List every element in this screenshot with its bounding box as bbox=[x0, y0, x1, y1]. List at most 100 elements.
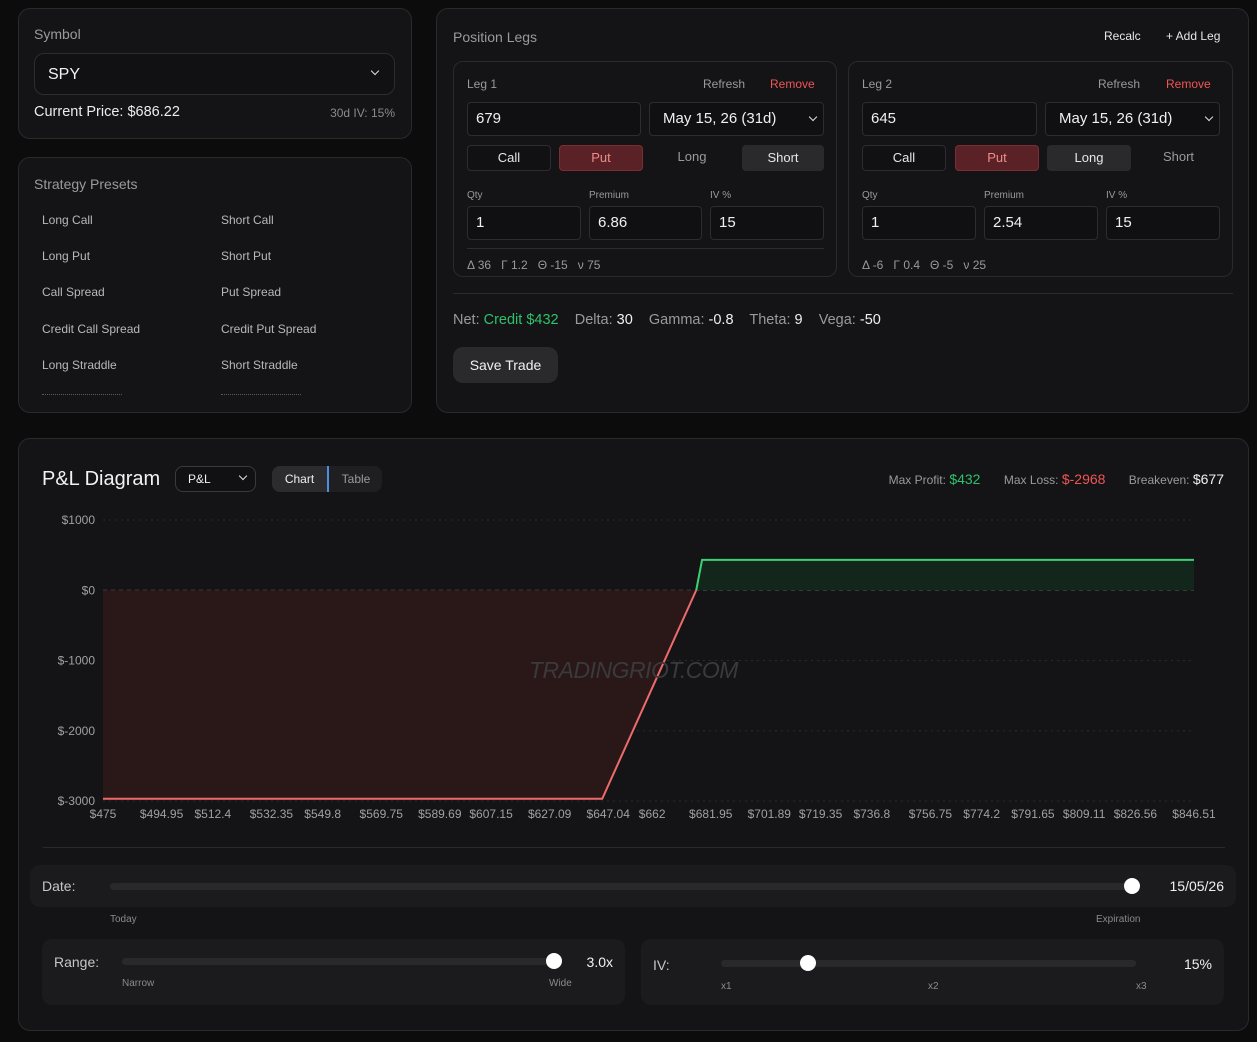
profit-line bbox=[695, 558, 1194, 591]
x-tick-label: $736.8 bbox=[853, 807, 890, 821]
range-min-label: Narrow bbox=[122, 978, 155, 989]
date-slider[interactable] bbox=[110, 883, 1132, 890]
leg-vega: ν 25 bbox=[963, 258, 987, 272]
chart-divider bbox=[43, 847, 1225, 848]
chevron-down-icon bbox=[370, 66, 380, 76]
range-value: 3.0x bbox=[586, 954, 613, 970]
short-toggle[interactable]: Short bbox=[742, 145, 824, 171]
diagram-title: P&L Diagram bbox=[42, 468, 161, 490]
range-slider-handle[interactable] bbox=[546, 953, 562, 969]
refresh-button[interactable]: Refresh bbox=[703, 77, 746, 91]
preset-long-straddle[interactable]: Long Straddle bbox=[42, 358, 117, 372]
date-min-label: Today bbox=[110, 914, 137, 925]
date-label: Date: bbox=[42, 878, 76, 894]
qty-label: Qty bbox=[862, 190, 878, 201]
long-toggle[interactable]: Long bbox=[1047, 145, 1131, 171]
short-toggle[interactable]: Short bbox=[1162, 149, 1195, 164]
put-toggle[interactable]: Put bbox=[559, 145, 643, 171]
date-slider-handle[interactable] bbox=[1124, 878, 1140, 894]
premium-input[interactable]: 2.54 bbox=[984, 206, 1098, 240]
y-tick-label: $-3000 bbox=[58, 794, 96, 808]
symbol-value: SPY bbox=[48, 66, 81, 83]
iv-slider-handle[interactable] bbox=[800, 955, 817, 971]
x-tick-label: $791.65 bbox=[1011, 807, 1055, 821]
put-toggle[interactable]: Put bbox=[955, 145, 1039, 171]
refresh-button[interactable]: Refresh bbox=[1098, 77, 1141, 91]
add-leg-button[interactable]: + Add Leg bbox=[1166, 29, 1221, 43]
leg-card: Leg 2 Refresh Remove 645 May 15, 26 (31d… bbox=[848, 61, 1233, 277]
preset-long-call[interactable]: Long Call bbox=[42, 213, 93, 227]
iv-tick-x3: x3 bbox=[1136, 981, 1147, 992]
delta-label: Delta: bbox=[574, 312, 613, 328]
preset-credit-put-spread[interactable]: Credit Put Spread bbox=[221, 322, 317, 336]
leg-card: Leg 1 Refresh Remove 679 May 15, 26 (31d… bbox=[453, 61, 837, 277]
theta-label: Theta: bbox=[749, 312, 791, 328]
vega-value: -50 bbox=[859, 312, 881, 328]
x-tick-label: $826.56 bbox=[1114, 807, 1158, 821]
strike-input[interactable]: 645 bbox=[862, 102, 1037, 136]
long-toggle[interactable]: Long bbox=[677, 149, 707, 164]
chevron-down-icon bbox=[238, 471, 248, 481]
iv-slider[interactable] bbox=[721, 960, 1136, 967]
iv-input[interactable]: 15 bbox=[710, 206, 824, 240]
preset-short-straddle[interactable]: Short Straddle bbox=[221, 358, 298, 372]
x-tick-label: $809.11 bbox=[1063, 807, 1106, 821]
profit-area bbox=[696, 559, 1194, 591]
current-price-label: Current Price: bbox=[34, 104, 124, 120]
range-control: Range: 3.0x Narrow Wide bbox=[42, 939, 625, 1005]
x-tick-label: $756.75 bbox=[909, 807, 953, 821]
chevron-down-icon bbox=[1204, 112, 1214, 122]
max-loss-label: Max Loss: bbox=[1003, 473, 1059, 487]
recalc-button[interactable]: Recalc bbox=[1104, 29, 1141, 43]
expiry-select[interactable]: May 15, 26 (31d) bbox=[649, 102, 824, 136]
qty-input[interactable]: 1 bbox=[862, 206, 976, 240]
position-summary: Net: Credit $432 Delta: 30 Gamma: -0.8 T… bbox=[453, 312, 881, 328]
pnl-diagram-card: P&L Diagram P&L Chart Table Max Profit: … bbox=[18, 438, 1249, 1031]
x-tick-label: $549.8 bbox=[304, 807, 341, 821]
net-value: Credit $432 bbox=[483, 312, 559, 328]
x-tick-label: $494.95 bbox=[140, 807, 184, 821]
remove-button[interactable]: Remove bbox=[770, 77, 815, 91]
x-tick-label: $846.51 bbox=[1172, 807, 1216, 821]
save-trade-button[interactable]: Save Trade bbox=[453, 347, 558, 383]
chevron-down-icon bbox=[808, 112, 818, 122]
iv-input[interactable]: 15 bbox=[1106, 206, 1220, 240]
summary-divider bbox=[453, 293, 1233, 294]
preset-call-spread[interactable]: Call Spread bbox=[42, 285, 105, 299]
call-toggle[interactable]: Call bbox=[467, 145, 551, 171]
preset-short-call[interactable]: Short Call bbox=[221, 213, 274, 227]
leg-delta: Δ 36 bbox=[467, 258, 492, 272]
position-legs-card: Position Legs Recalc + Add Leg Leg 1 Ref… bbox=[436, 8, 1249, 413]
expiry-select[interactable]: May 15, 26 (31d) bbox=[1045, 102, 1220, 136]
leg-theta: Θ -5 bbox=[930, 258, 954, 272]
symbol-select[interactable]: SPY bbox=[34, 53, 395, 95]
position-legs-title: Position Legs bbox=[453, 29, 538, 45]
leg-gamma: Γ 0.4 bbox=[893, 258, 920, 272]
call-toggle[interactable]: Call bbox=[862, 145, 946, 171]
preset-credit-call-spread[interactable]: Credit Call Spread bbox=[42, 322, 141, 336]
qty-input[interactable]: 1 bbox=[467, 206, 581, 240]
theta-value: 9 bbox=[794, 312, 803, 328]
presets-card: Strategy Presets Long Call Short Call Lo… bbox=[18, 157, 412, 413]
premium-input[interactable]: 6.86 bbox=[589, 206, 702, 240]
watermark: TRADINGRIOT.COM bbox=[529, 657, 738, 683]
tab-table[interactable]: Table bbox=[341, 472, 371, 486]
x-tick-label: $475 bbox=[90, 807, 117, 821]
tab-chart[interactable]: Chart bbox=[272, 466, 329, 492]
premium-label: Premium bbox=[589, 190, 630, 201]
range-slider[interactable] bbox=[122, 958, 554, 965]
premium-label: Premium bbox=[984, 190, 1025, 201]
preset-long-put[interactable]: Long Put bbox=[42, 249, 91, 263]
remove-button[interactable]: Remove bbox=[1166, 77, 1211, 91]
preset-put-spread[interactable]: Put Spread bbox=[221, 285, 282, 299]
mode-select[interactable]: P&L bbox=[175, 466, 256, 492]
x-tick-label: $774.2 bbox=[963, 807, 1000, 821]
strike-input[interactable]: 679 bbox=[467, 102, 641, 136]
leg-delta: Δ -6 bbox=[862, 258, 884, 272]
loss-line bbox=[103, 589, 698, 800]
date-control: Date: 15/05/26 bbox=[30, 865, 1236, 907]
preset-short-put[interactable]: Short Put bbox=[221, 249, 272, 263]
diagram-stats: Max Profit: $432 Max Loss: $-2968 Breake… bbox=[889, 471, 1224, 487]
gamma-label: Gamma: bbox=[648, 312, 705, 328]
leg-vega: ν 75 bbox=[577, 258, 601, 272]
